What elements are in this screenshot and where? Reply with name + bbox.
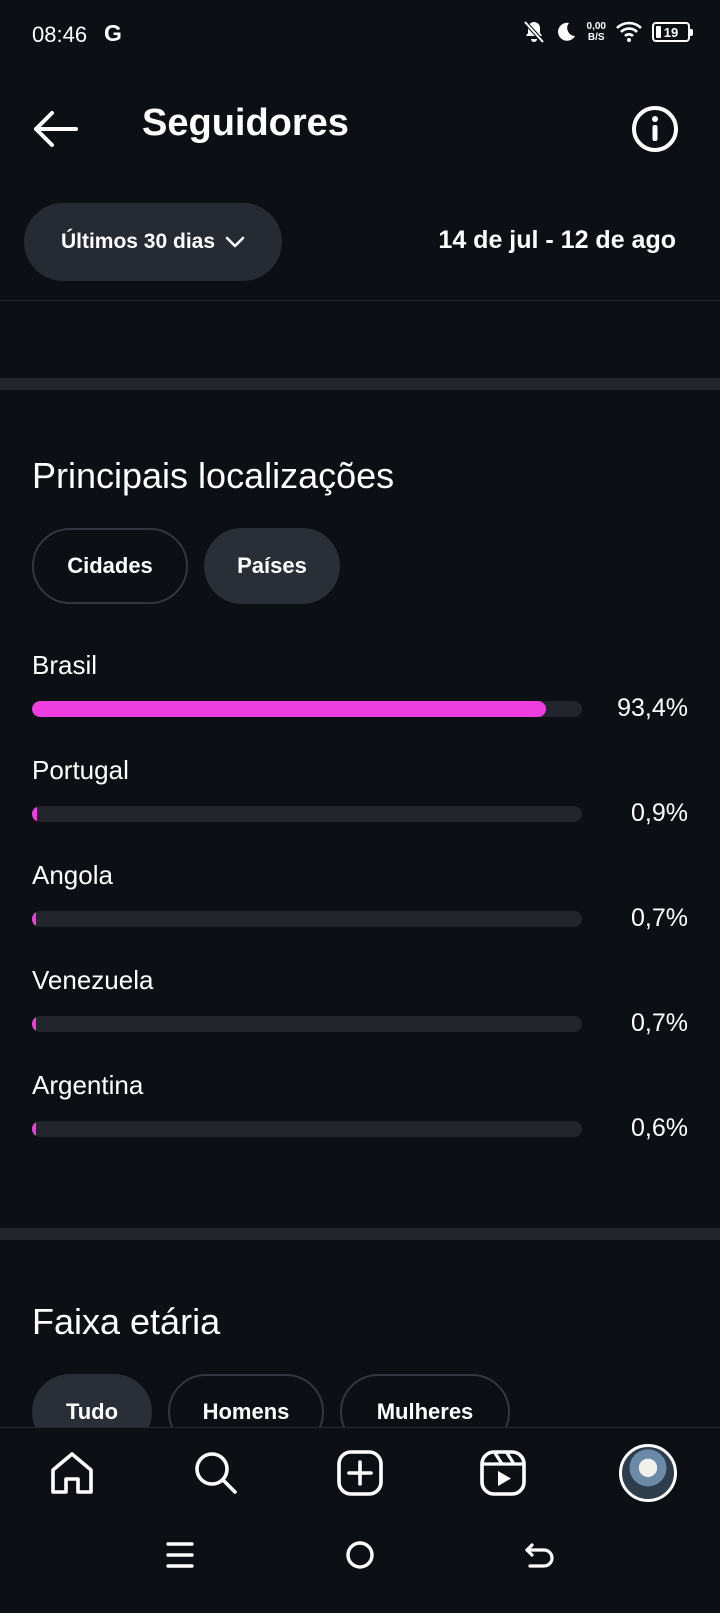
back-gesture-icon[interactable] xyxy=(520,1535,560,1575)
tab-paises[interactable]: Países xyxy=(204,528,340,604)
location-bar-track xyxy=(32,701,582,717)
tab-mulheres[interactable]: Mulheres xyxy=(340,1374,510,1450)
status-time: 08:46 xyxy=(32,22,88,47)
date-range-dropdown-label: Últimos 30 dias xyxy=(60,230,216,253)
location-percent: 0,7% xyxy=(631,1009,688,1037)
location-percent: 0,9% xyxy=(631,799,688,827)
location-bar-track xyxy=(32,806,582,822)
page-title: Seguidores xyxy=(142,102,349,144)
date-range-dropdown[interactable]: Últimos 30 dias xyxy=(24,203,282,281)
location-bar-fill xyxy=(32,806,37,822)
bottom-nav xyxy=(0,1427,720,1613)
age-title: Faixa etária xyxy=(32,1301,221,1342)
net-speed-unit: B/S xyxy=(587,32,605,43)
location-name: Angola xyxy=(32,860,113,890)
divider xyxy=(0,300,720,301)
location-name: Venezuela xyxy=(32,965,154,995)
location-name: Argentina xyxy=(32,1070,144,1100)
create-icon[interactable] xyxy=(335,1448,385,1498)
home-icon[interactable] xyxy=(47,1448,97,1498)
info-icon[interactable] xyxy=(630,104,680,154)
home-circle-icon[interactable] xyxy=(340,1535,380,1575)
battery-icon: 19 xyxy=(652,22,693,42)
menu-icon[interactable] xyxy=(160,1535,200,1575)
location-percent: 0,7% xyxy=(631,904,688,932)
location-name: Brasil xyxy=(32,650,98,680)
reels-icon[interactable] xyxy=(478,1448,528,1498)
location-percent: 93,4% xyxy=(617,694,688,722)
location-name: Portugal xyxy=(32,755,129,785)
date-range-text: 14 de jul - 12 de ago xyxy=(438,226,676,254)
google-icon: G xyxy=(104,20,122,46)
wifi-icon xyxy=(616,21,642,42)
net-speed-value: 0,00 xyxy=(586,21,606,32)
battery-level: 19 xyxy=(663,24,679,40)
moon-icon xyxy=(557,22,575,41)
tab-cidades[interactable]: Cidades xyxy=(32,528,188,604)
location-bar-track xyxy=(32,911,582,927)
location-percent: 0,6% xyxy=(631,1114,688,1142)
section-divider xyxy=(0,1228,720,1240)
locations-title: Principais localizações xyxy=(32,455,395,496)
location-bar-track xyxy=(32,1016,582,1032)
location-bar-fill xyxy=(32,1016,36,1032)
back-arrow-icon[interactable] xyxy=(30,104,80,154)
location-bar-fill xyxy=(32,1121,36,1137)
location-bar-track xyxy=(32,1121,582,1137)
section-divider xyxy=(0,378,720,390)
bell-muted-icon xyxy=(523,20,545,44)
chevron-down-icon xyxy=(225,236,245,248)
status-icons: 0,00 B/S 19 xyxy=(523,20,693,44)
net-speed: 0,00 B/S xyxy=(587,21,606,43)
profile-avatar[interactable] xyxy=(619,1444,677,1502)
location-bar-fill xyxy=(32,911,36,927)
location-bar-fill xyxy=(32,701,546,717)
search-icon[interactable] xyxy=(191,1448,241,1498)
